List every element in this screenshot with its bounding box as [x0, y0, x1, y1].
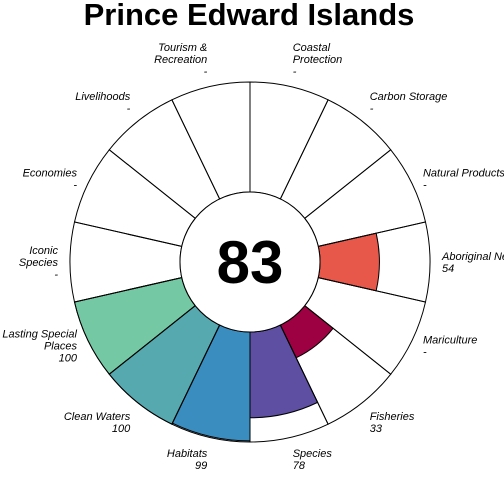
- chart-title: Prince Edward Islands: [84, 0, 415, 32]
- petal-name-fisheries: Fisheries: [370, 411, 415, 423]
- petal-name-livelihoods: Livelihoods: [75, 91, 131, 103]
- petal-value-economies: -: [73, 180, 77, 192]
- petal-name-coastal-protection: Coastal: [293, 42, 331, 54]
- petal-name-species: Species: [293, 448, 333, 460]
- petal-value-fisheries: 33: [370, 423, 383, 435]
- petal-value-tourism-recreation: -: [204, 66, 208, 78]
- petal-value-lasting-special-places: 100: [59, 352, 78, 364]
- petal-name-tourism-recreation: Tourism &: [158, 42, 207, 54]
- petal-value-mariculture: -: [423, 346, 427, 358]
- petal-value-iconic-species: -: [54, 269, 58, 281]
- petal-value-natural-products: -: [423, 180, 427, 192]
- petal-value-coastal-protection: -: [293, 66, 297, 78]
- petal-value-aboriginal-needs: 54: [442, 263, 454, 275]
- petal-value-livelihoods: -: [127, 103, 131, 115]
- center-score: 83: [217, 229, 284, 296]
- petal-name-economies: Economies: [23, 168, 78, 180]
- petal-name-carbon-storage: Carbon Storage: [370, 91, 448, 103]
- petal-name-iconic-species: Species: [19, 257, 59, 269]
- petal-name-natural-products: Natural Products: [423, 168, 504, 180]
- petal-name-lasting-special-places: Lasting Special: [2, 328, 77, 340]
- petal-value-clean-waters: 100: [112, 423, 131, 435]
- petal-name-aboriginal-needs: Aboriginal Needs: [441, 251, 504, 263]
- petal-value-carbon-storage: -: [370, 103, 374, 115]
- petal-name-tourism-recreation: Recreation: [154, 54, 207, 66]
- petal-name-mariculture: Mariculture: [423, 334, 477, 346]
- petal-value-habitats: 99: [195, 460, 207, 472]
- petal-name-habitats: Habitats: [167, 448, 208, 460]
- petal-name-coastal-protection: Protection: [293, 54, 343, 66]
- petal-name-iconic-species: Iconic: [29, 245, 58, 257]
- petal-name-clean-waters: Clean Waters: [64, 411, 131, 423]
- petal-value-species: 78: [293, 460, 306, 472]
- petal-name-lasting-special-places: Places: [44, 340, 78, 352]
